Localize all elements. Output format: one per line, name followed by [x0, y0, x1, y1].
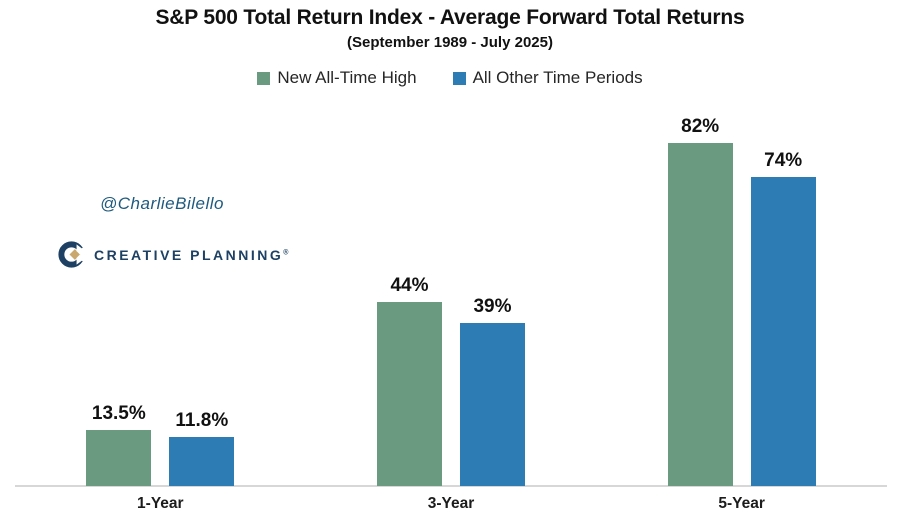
bar-5-year-all-other-time-periods — [750, 177, 816, 486]
bar-value-label: 39% — [473, 296, 512, 317]
watermark-charliebilello: @CharlieBilello — [100, 194, 224, 213]
trademark-symbol: ® — [283, 248, 289, 256]
bar-value-label: 82% — [681, 116, 720, 137]
category-label-5-year: 5-Year — [718, 495, 765, 512]
creative-planning-logo: CREATIVE PLANNING® — [58, 241, 288, 268]
category-label-3-year: 3-Year — [427, 495, 475, 512]
legend-item-new-all-time-high: New All-Time High — [257, 68, 417, 88]
creative-planning-c-icon — [58, 241, 85, 268]
chart-legend: New All-Time High All Other Time Periods — [0, 68, 900, 88]
bar-value-label: 13.5% — [91, 403, 146, 424]
legend-item-all-other-time-periods: All Other Time Periods — [452, 68, 643, 88]
x-axis-line — [15, 485, 887, 487]
bar-value-label: 11.8% — [175, 410, 229, 431]
legend-label: All Other Time Periods — [472, 68, 643, 87]
chart-subtitle: (September 1989 - July 2025) — [347, 34, 553, 51]
bar-1-year-all-other-time-periods — [169, 437, 235, 486]
legend-label: New All-Time High — [277, 68, 417, 87]
category-label-1-year: 1-Year — [137, 495, 184, 512]
legend-swatch-green — [257, 71, 271, 85]
bar-5-year-new-all-time-high — [667, 143, 733, 486]
bar-1-year-new-all-time-high — [86, 430, 152, 486]
chart-title: S&P 500 Total Return Index - Average For… — [155, 6, 745, 29]
bar-3-year-new-all-time-high — [377, 302, 442, 486]
bar-value-label: 44% — [390, 275, 429, 296]
bar-value-label: 74% — [764, 150, 803, 171]
legend-swatch-blue — [452, 71, 466, 85]
bar-3-year-all-other-time-periods — [460, 323, 525, 486]
creative-planning-wordmark: CREATIVE PLANNING® — [94, 246, 289, 263]
